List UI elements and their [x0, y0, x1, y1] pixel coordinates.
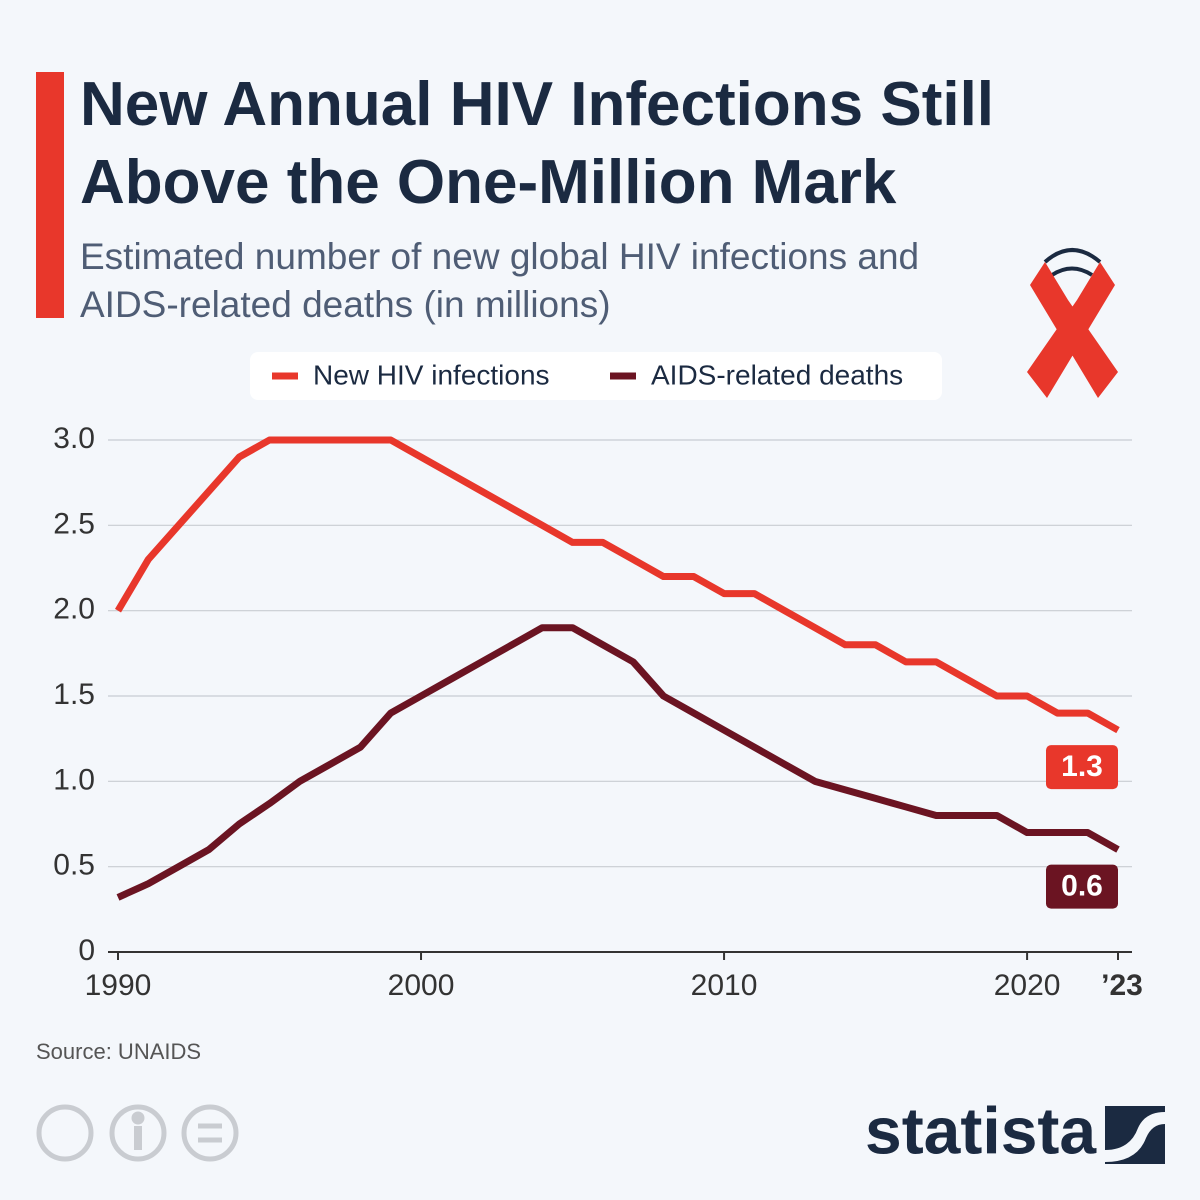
y-tick-label: 1.5 — [53, 678, 95, 711]
source: Source: UNAIDS — [36, 1039, 201, 1064]
legend-box — [250, 352, 942, 400]
y-tick-label: 2.5 — [53, 507, 95, 540]
y-tick-label: 2.0 — [53, 593, 95, 626]
brand-logo — [1105, 1106, 1165, 1164]
brand: statista — [865, 1093, 1097, 1167]
y-tick-label: 3.0 — [53, 422, 95, 455]
chart-title: New Annual HIV Infections Still Above th… — [80, 70, 995, 217]
end-label: 0.6 — [1061, 870, 1103, 903]
x-tick-label: 2000 — [388, 969, 455, 1002]
chart-subtitle: Estimated number of new global HIV infec… — [80, 236, 920, 325]
x-tick-label: 1990 — [85, 969, 152, 1002]
end-label: 1.3 — [1061, 750, 1103, 783]
y-tick-label: 0 — [78, 934, 95, 967]
accent-bar — [36, 72, 64, 318]
end-label-box — [1046, 864, 1118, 909]
x-tick-label: 2010 — [691, 969, 758, 1002]
ribbon-icon — [1027, 248, 1118, 398]
license-icons — [36, 1104, 239, 1162]
legend-label: AIDS-related deaths — [651, 359, 903, 390]
series-line — [114, 436, 1120, 734]
x-tick-label: 2020 — [994, 969, 1061, 1002]
y-tick-label: 1.0 — [53, 763, 95, 796]
y-tick-label: 0.5 — [53, 849, 95, 882]
legend-label: New HIV infections — [313, 359, 550, 390]
series-line — [116, 624, 1120, 901]
x-tick-label: ’23 — [1101, 969, 1143, 1002]
end-label-box — [1046, 745, 1118, 790]
